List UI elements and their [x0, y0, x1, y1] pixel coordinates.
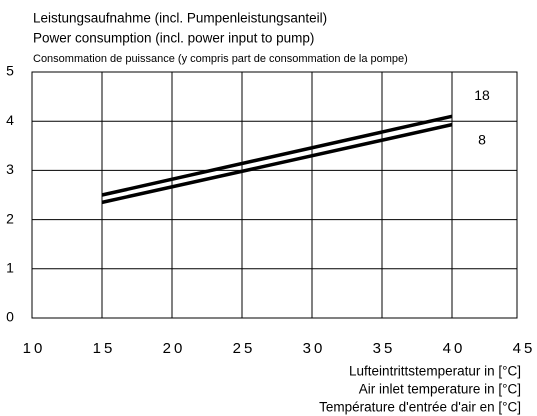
- x-tick-label: 10: [23, 340, 46, 357]
- y-tick-label: 4: [6, 112, 14, 128]
- x-tick-label: 40: [443, 340, 466, 357]
- x-axis-label: Lufteintrittstemperatur in [°C]: [349, 364, 521, 379]
- y-tick-label: 1: [6, 260, 14, 276]
- x-tick-label: 20: [163, 340, 186, 357]
- x-tick-label: 25: [233, 340, 256, 357]
- x-tick-label: 45: [513, 340, 536, 357]
- x-axis-label: Température d'entrée d'air en [°C]: [319, 400, 521, 415]
- series-label: 18: [474, 87, 490, 103]
- x-tick-label: 30: [303, 340, 326, 357]
- title-line: Power consumption (incl. power input to …: [33, 31, 314, 46]
- title-line: Leistungsaufnahme (incl. Pumpenleistungs…: [33, 11, 327, 26]
- y-tick-label: 0: [6, 309, 14, 325]
- y-tick-label: 5: [6, 63, 14, 79]
- series-line: [101, 114, 453, 197]
- x-axis-label: Air inlet temperature in [°C]: [359, 382, 521, 397]
- series-line: [101, 122, 453, 205]
- x-tick-label: 15: [93, 340, 116, 357]
- y-tick-label: 2: [6, 210, 14, 226]
- title-line: Consommation de puissance (y compris par…: [33, 53, 408, 65]
- series-label: 8: [478, 131, 486, 147]
- y-tick-label: 3: [6, 161, 14, 177]
- plot-frame: [31, 71, 518, 319]
- x-tick-label: 35: [373, 340, 396, 357]
